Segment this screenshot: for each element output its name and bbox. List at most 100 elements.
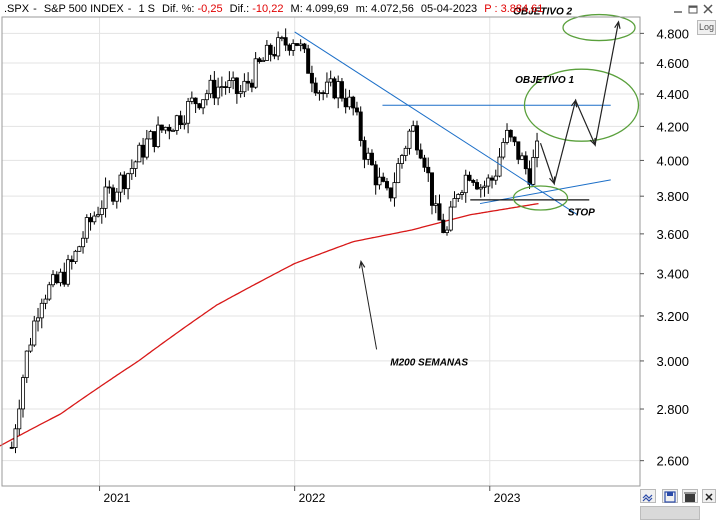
candle <box>249 79 254 93</box>
candle <box>414 120 419 155</box>
candle <box>377 167 382 190</box>
grid <box>2 17 640 486</box>
log-label: Log <box>698 22 715 32</box>
candle <box>339 77 344 102</box>
candle <box>133 160 138 177</box>
candle <box>47 281 52 301</box>
candle-body <box>475 182 480 190</box>
candle-body <box>283 37 288 46</box>
delete-icon <box>684 492 696 502</box>
candle <box>456 193 461 202</box>
candle-body <box>51 274 56 286</box>
candle <box>24 350 29 383</box>
candle <box>231 71 236 90</box>
candle-body <box>414 125 419 151</box>
candle-body <box>396 163 401 184</box>
save-button[interactable] <box>662 489 678 503</box>
candle-body <box>463 174 468 194</box>
candle-body <box>197 103 202 109</box>
candle-body <box>159 124 164 131</box>
candle <box>182 115 187 130</box>
close-button[interactable] <box>702 2 714 14</box>
candle-body <box>9 446 14 449</box>
log-toggle[interactable]: Log <box>697 20 716 35</box>
close-chart-button[interactable] <box>702 489 716 503</box>
stop-ring <box>512 185 569 211</box>
projection-arrow <box>570 98 578 108</box>
candle <box>407 128 412 155</box>
candle <box>212 71 217 105</box>
candle-body <box>122 174 127 190</box>
candle-body <box>313 82 318 94</box>
candle <box>501 138 506 160</box>
candle-body <box>486 177 491 187</box>
sync-button[interactable] <box>640 489 656 503</box>
candle <box>77 245 82 252</box>
candle <box>279 35 284 42</box>
candle-body <box>234 77 239 94</box>
candle <box>81 231 86 254</box>
candle-body <box>321 92 326 95</box>
target1-ring <box>523 68 640 142</box>
candle-body <box>407 130 412 149</box>
candle <box>441 213 446 234</box>
candle-body <box>448 206 453 231</box>
candle-body <box>58 271 63 284</box>
y-tick-label: 2.600 <box>656 454 689 469</box>
y-tick-label: 3.400 <box>656 267 689 282</box>
candle <box>32 315 37 347</box>
candle <box>148 129 153 140</box>
candle <box>471 178 476 186</box>
candle <box>523 151 528 175</box>
m200-pointer <box>360 261 378 350</box>
descending-trendline <box>294 31 578 216</box>
restore-button[interactable] <box>687 2 699 14</box>
ma200-line <box>0 202 539 447</box>
candle <box>332 76 337 100</box>
candle-body <box>516 141 521 160</box>
candle <box>186 97 191 134</box>
candle-body <box>163 126 168 131</box>
candle-body <box>171 130 176 132</box>
objetivo2-label: OBJETIVO 2 <box>513 7 572 18</box>
minimize-button[interactable] <box>672 2 684 14</box>
candle <box>159 124 164 133</box>
candle-body <box>336 81 341 99</box>
candle-body <box>43 298 48 304</box>
candle-body <box>520 155 525 160</box>
candle-body <box>253 58 258 88</box>
candle-body <box>287 44 292 51</box>
candle <box>283 28 288 52</box>
candle <box>463 169 468 203</box>
candle <box>261 57 266 62</box>
candle <box>369 149 374 166</box>
horizontal-scrollbar[interactable] <box>640 506 700 520</box>
candle-body <box>73 250 78 263</box>
candle <box>103 177 108 218</box>
candle <box>201 99 206 115</box>
candles-layer <box>9 28 540 454</box>
delete-button[interactable] <box>682 489 698 503</box>
min-value: 4.072,56 <box>371 3 414 15</box>
candle-body <box>418 149 423 159</box>
candle <box>291 39 296 56</box>
price-value: 3.884,61 <box>500 3 544 15</box>
candle <box>39 298 44 329</box>
candle-body <box>523 155 528 170</box>
candle-body <box>238 91 243 94</box>
candle <box>69 255 74 270</box>
dif-value: -10,22 <box>252 3 284 15</box>
candle-body <box>24 350 29 378</box>
candle <box>99 200 104 224</box>
candle-body <box>294 43 299 46</box>
candle-body <box>219 86 224 89</box>
candle <box>460 189 465 200</box>
candle-body <box>433 203 438 206</box>
candle <box>302 42 307 53</box>
candle <box>343 88 348 114</box>
candle-body <box>261 60 266 62</box>
candle-body <box>201 99 206 109</box>
candle <box>354 101 359 116</box>
candle-body <box>328 78 333 83</box>
candle-body <box>77 246 82 252</box>
